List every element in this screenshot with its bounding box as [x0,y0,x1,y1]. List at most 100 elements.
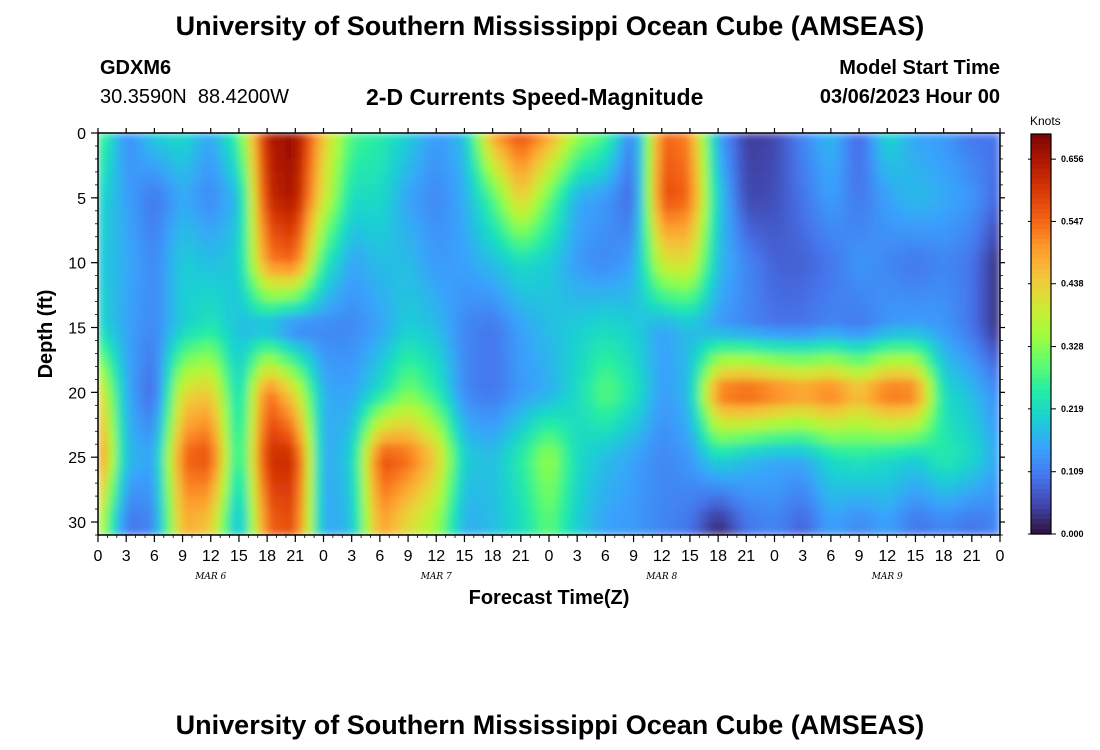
heatmap-cell [511,288,522,303]
heatmap-cell [567,353,578,368]
heatmap-cell [558,262,569,277]
heatmap-cell [727,431,738,445]
heatmap-cell [210,262,221,277]
heatmap-cell [126,327,137,342]
heatmap-cell [746,457,757,471]
heatmap-cell [257,457,268,471]
heatmap-cell [107,275,118,290]
heatmap-cell [116,145,127,160]
heatmap-cell [699,210,710,225]
heatmap-cell [539,444,550,458]
heatmap-cell [361,379,372,393]
heatmap-cell [520,249,531,264]
heatmap-cell [220,223,231,238]
heatmap-cell [464,483,475,497]
heatmap-cell [830,249,841,264]
heatmap-cell [285,262,296,277]
heatmap-cell [201,470,212,484]
heatmap-cell [708,249,719,264]
heatmap-cell [718,444,729,458]
heatmap-cell [595,327,606,342]
heatmap-cell [173,366,184,380]
heatmap-cell [520,353,531,368]
heatmap-cell [191,223,202,238]
heatmap-cell [455,431,466,445]
heatmap-cell [389,431,400,445]
heatmap-cell [859,379,870,393]
heatmap-cell [896,509,907,523]
heatmap-cell [605,223,616,238]
heatmap-cell [502,288,513,303]
heatmap-cell [220,522,231,535]
heatmap-cell [924,483,935,497]
heatmap-cell [755,184,766,199]
heatmap-cell [276,236,287,251]
heatmap-cell [445,470,456,484]
heatmap-cell [426,379,437,393]
heatmap-cell [614,171,625,186]
x-tick-label: 21 [737,548,755,565]
heatmap-cell [539,275,550,290]
heatmap-cell [783,483,794,497]
colorbar-segment [1031,519,1051,525]
heatmap-cell [943,457,954,471]
heatmap-cell [398,353,409,368]
heatmap-cell [868,457,879,471]
heatmap-cell [238,483,249,497]
heatmap-cell [877,327,888,342]
heatmap-cell [680,314,691,329]
heatmap-cell [783,249,794,264]
heatmap-cell [802,249,813,264]
heatmap-cell [210,184,221,199]
heatmap-cell [511,262,522,277]
heatmap-cell [990,158,1000,173]
heatmap-cell [314,158,325,173]
heatmap-cell [342,314,353,329]
heatmap-cell [896,314,907,329]
heatmap-cell [652,184,663,199]
heatmap-cell [586,340,597,355]
heatmap-cell [981,405,992,419]
heatmap-cell [154,366,165,380]
heatmap-cell [783,509,794,523]
x-tick-label: 3 [347,548,356,565]
heatmap-cell [642,496,653,510]
heatmap-cell [220,379,231,393]
colorbar-segment [1031,164,1051,170]
heatmap-cell [774,483,785,497]
heatmap-cell [210,418,221,432]
heatmap-cell [868,275,879,290]
heatmap-cell [483,340,494,355]
heatmap-cell [812,340,823,355]
heatmap-cell [539,405,550,419]
heatmap-cell [417,444,428,458]
heatmap-cell [924,133,935,147]
heatmap-cell [144,496,155,510]
heatmap-cell [558,509,569,523]
heatmap-cell [511,366,522,380]
heatmap-cell [220,340,231,355]
heatmap-cell [229,405,240,419]
heatmap-cell [267,457,278,471]
heatmap-cell [990,223,1000,238]
y-tick-label: 30 [68,515,86,532]
heatmap-cell [727,418,738,432]
heatmap-cell [971,379,982,393]
heatmap-cell [793,340,804,355]
heatmap-cell [755,301,766,316]
heatmap-cell [746,210,757,225]
heatmap-cell [379,133,390,147]
heatmap-cell [98,236,108,251]
heatmap-cell [332,392,343,406]
heatmap-cell [436,314,447,329]
heatmap-cell [840,236,851,251]
heatmap-cell [971,184,982,199]
heatmap-cell [417,470,428,484]
heatmap-cell [840,145,851,160]
heatmap-cell [107,327,118,342]
heatmap-cell [783,470,794,484]
heatmap-cell [511,236,522,251]
heatmap-cell [210,158,221,173]
heatmap-cell [445,522,456,535]
heatmap-cell [680,470,691,484]
